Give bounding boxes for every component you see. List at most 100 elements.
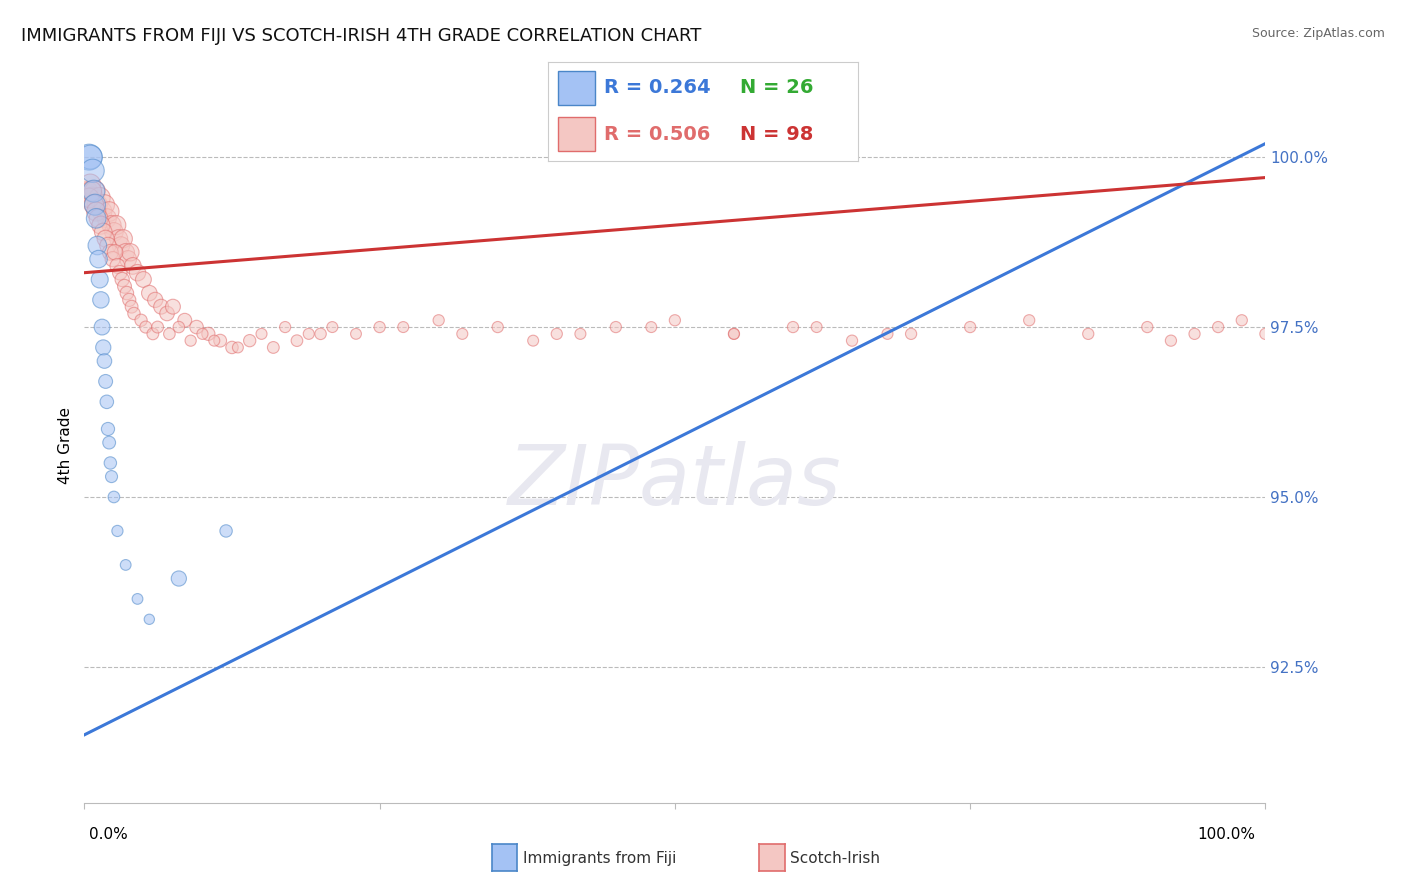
Point xyxy=(900,326,922,341)
Text: IMMIGRANTS FROM FIJI VS SCOTCH-IRISH 4TH GRADE CORRELATION CHART: IMMIGRANTS FROM FIJI VS SCOTCH-IRISH 4TH… xyxy=(21,27,702,45)
Point xyxy=(111,272,134,286)
Point xyxy=(167,320,190,334)
Point xyxy=(427,313,450,327)
Point xyxy=(162,300,184,314)
Point xyxy=(87,252,110,266)
Point xyxy=(84,184,107,198)
Point xyxy=(186,320,208,334)
Point xyxy=(135,320,157,334)
Point xyxy=(132,272,155,286)
Point xyxy=(97,422,120,436)
Point xyxy=(114,245,136,260)
Point xyxy=(117,252,139,266)
Point xyxy=(121,300,143,314)
Point xyxy=(143,293,166,307)
Point xyxy=(959,320,981,334)
Point xyxy=(285,334,308,348)
Point xyxy=(107,232,129,246)
Point xyxy=(91,204,114,219)
Point xyxy=(1206,320,1229,334)
Point xyxy=(1018,313,1040,327)
Point xyxy=(79,178,101,192)
Point xyxy=(569,326,592,341)
Point xyxy=(87,211,110,226)
Point xyxy=(100,469,122,483)
Point xyxy=(86,238,108,252)
Point xyxy=(122,306,145,320)
Bar xyxy=(558,118,595,151)
Point xyxy=(80,184,103,198)
Point xyxy=(77,150,100,164)
Point xyxy=(150,300,173,314)
Point xyxy=(127,266,149,280)
Point xyxy=(392,320,415,334)
Point xyxy=(114,558,136,572)
Point xyxy=(127,591,149,606)
Point xyxy=(156,306,179,320)
Point xyxy=(107,259,129,273)
Point xyxy=(782,320,804,334)
Text: R = 0.506: R = 0.506 xyxy=(605,125,710,144)
Point xyxy=(94,375,117,389)
Point xyxy=(91,225,114,239)
Point xyxy=(1136,320,1159,334)
Point xyxy=(640,320,662,334)
Point xyxy=(105,218,128,232)
Point xyxy=(344,326,367,341)
Point xyxy=(239,334,262,348)
Point xyxy=(486,320,509,334)
Point xyxy=(841,334,863,348)
Point xyxy=(121,259,143,273)
Point xyxy=(209,334,232,348)
Point xyxy=(368,320,391,334)
Text: N = 26: N = 26 xyxy=(740,78,814,97)
Point xyxy=(112,232,135,246)
Point xyxy=(84,198,107,212)
Point xyxy=(86,198,108,212)
Point xyxy=(118,293,141,307)
Point xyxy=(1077,326,1099,341)
Point xyxy=(104,245,127,260)
Text: Scotch-Irish: Scotch-Irish xyxy=(790,851,880,865)
Point xyxy=(108,266,131,280)
Point xyxy=(157,326,180,341)
Text: N = 98: N = 98 xyxy=(740,125,814,144)
Point xyxy=(215,524,238,538)
Point xyxy=(98,204,121,219)
Point xyxy=(98,245,121,260)
Point xyxy=(142,326,165,341)
Point xyxy=(262,341,284,355)
Point xyxy=(77,191,100,205)
Point xyxy=(522,334,544,348)
Point xyxy=(93,354,115,368)
Point xyxy=(120,245,142,260)
Text: 0.0%: 0.0% xyxy=(89,827,128,841)
Point xyxy=(91,320,114,334)
Point xyxy=(98,456,121,470)
Point xyxy=(309,326,332,341)
Point xyxy=(83,184,105,198)
Point xyxy=(103,225,125,239)
Point xyxy=(83,198,105,212)
Point xyxy=(91,341,114,355)
Point xyxy=(274,320,297,334)
Point xyxy=(79,150,101,164)
Text: Immigrants from Fiji: Immigrants from Fiji xyxy=(523,851,676,865)
Point xyxy=(451,326,474,341)
Point xyxy=(876,326,898,341)
Point xyxy=(321,320,343,334)
Point xyxy=(96,394,118,409)
Point xyxy=(197,326,219,341)
Text: Source: ZipAtlas.com: Source: ZipAtlas.com xyxy=(1251,27,1385,40)
Bar xyxy=(558,71,595,104)
Point xyxy=(146,320,169,334)
Point xyxy=(103,490,125,504)
Point xyxy=(1160,334,1182,348)
Point xyxy=(90,293,112,307)
Point xyxy=(723,326,745,341)
Point xyxy=(129,313,152,327)
Point xyxy=(546,326,568,341)
Point xyxy=(250,326,273,341)
Point xyxy=(107,524,129,538)
Point xyxy=(1184,326,1206,341)
